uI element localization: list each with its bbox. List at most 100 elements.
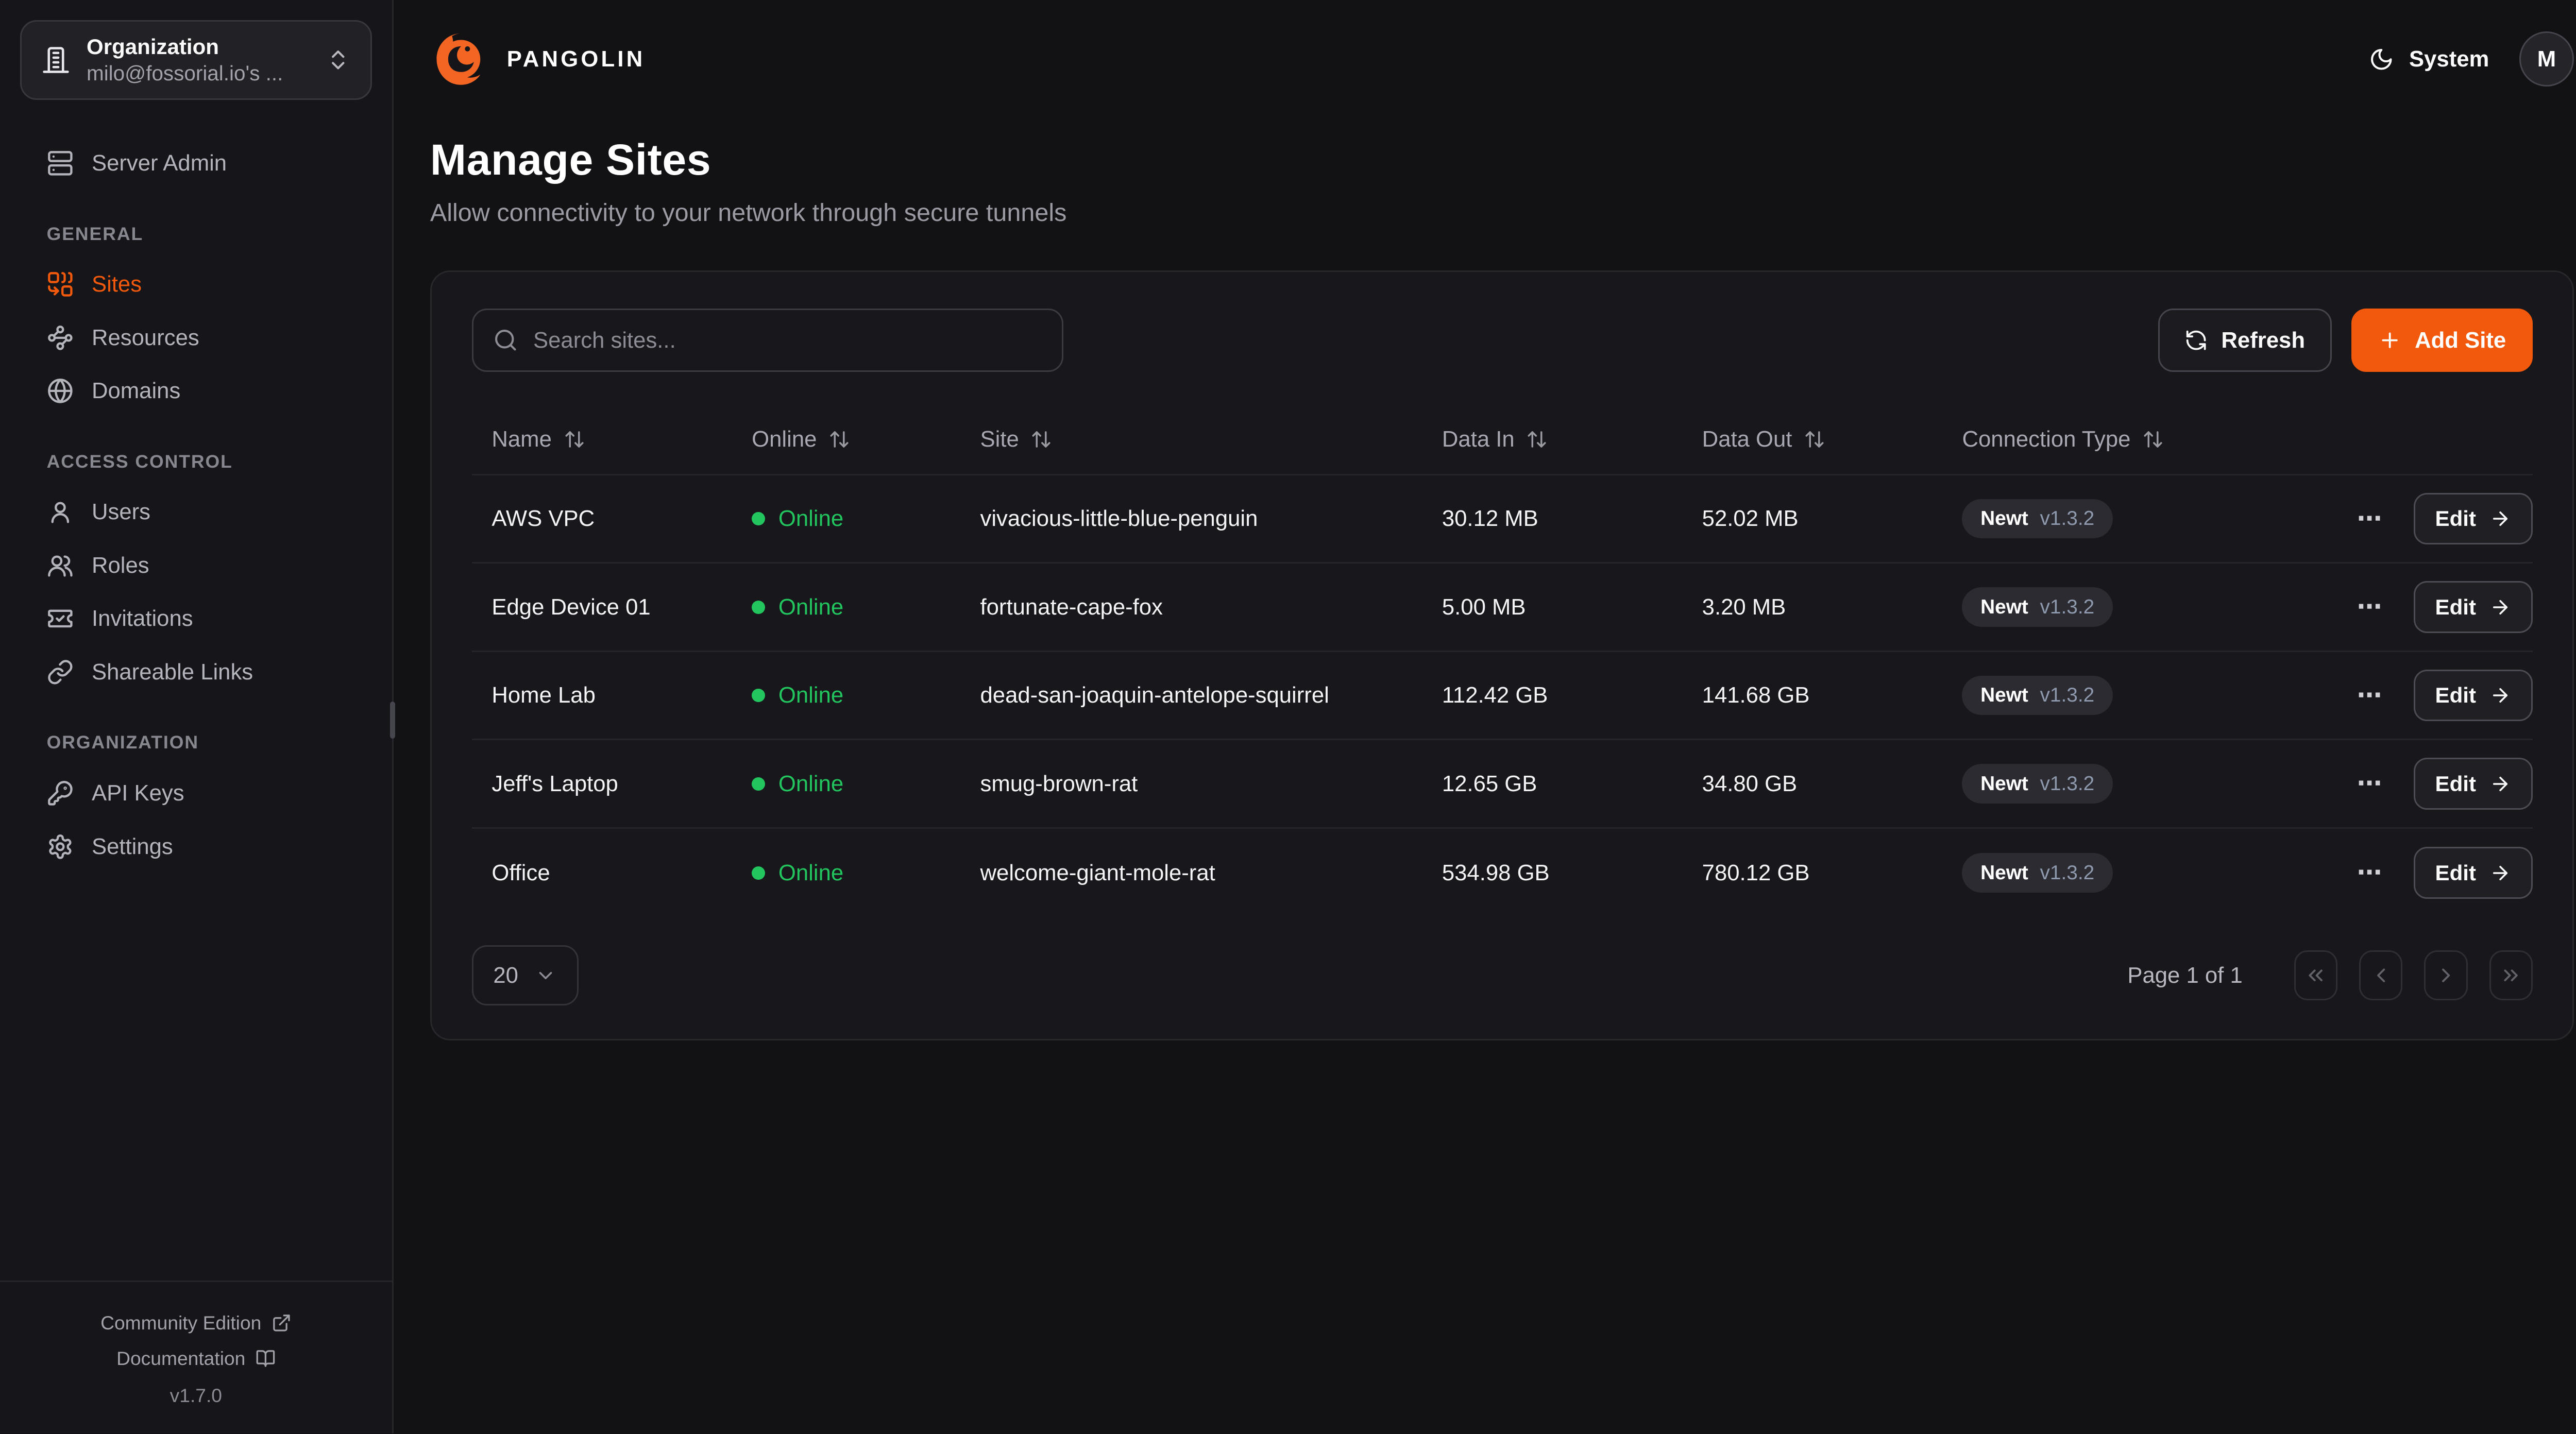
edit-button[interactable]: Edit <box>2413 581 2533 633</box>
globe-icon <box>47 379 73 403</box>
sites-table-card: Refresh Add Site Name Online Site Data I… <box>430 270 2574 1040</box>
sidebar-item-shareable-links[interactable]: Shareable Links <box>27 645 365 699</box>
edit-button[interactable]: Edit <box>2413 847 2533 899</box>
chevrons-right-icon <box>2504 969 2518 981</box>
connection-type-cell: Newt v1.3.2 <box>1942 499 2282 539</box>
sidebar-item-users[interactable]: Users <box>27 486 365 539</box>
refresh-button[interactable]: Refresh <box>2158 309 2332 372</box>
online-status-cell: Online <box>732 506 960 532</box>
arrow-right-icon <box>2493 511 2507 526</box>
book-open-icon <box>256 1350 275 1367</box>
arrow-right-icon <box>2493 600 2507 614</box>
row-menu-button[interactable]: ⋯ <box>2357 859 2384 887</box>
edit-button[interactable]: Edit <box>2413 492 2533 545</box>
table-row: Home Lab Online dead-san-joaquin-antelop… <box>471 652 2533 741</box>
sidebar-item-sites[interactable]: Sites <box>27 258 365 311</box>
column-header-connection-type[interactable]: Connection Type <box>1942 426 2282 452</box>
page-size-value: 20 <box>493 962 518 988</box>
main-content: PANGOLIN System M Manage Sites Allow con… <box>394 0 2576 1433</box>
sidebar-resize-handle[interactable] <box>390 702 396 739</box>
previous-page-button[interactable] <box>2359 950 2403 1001</box>
row-menu-button[interactable]: ⋯ <box>2357 593 2384 621</box>
table-body: AWS VPC Online vivacious-little-blue-pen… <box>471 475 2533 917</box>
sidebar-item-api-keys[interactable]: API Keys <box>27 766 365 820</box>
online-status-label: Online <box>778 506 844 532</box>
section-label-organization: ORGANIZATION <box>46 732 199 753</box>
edit-label: Edit <box>2435 683 2476 708</box>
sidebar-footer: Community Edition Documentation v1.7.0 <box>0 1280 392 1433</box>
connection-name: Newt <box>1980 507 2028 530</box>
site-slug-cell: vivacious-little-blue-penguin <box>980 506 1258 532</box>
edit-button[interactable]: Edit <box>2413 758 2533 810</box>
sidebar-item-roles[interactable]: Roles <box>27 539 365 592</box>
connection-version: v1.3.2 <box>2040 595 2095 618</box>
sort-icon <box>2144 431 2162 448</box>
online-status-cell: Online <box>732 860 960 886</box>
edit-label: Edit <box>2435 860 2476 885</box>
column-header-name[interactable]: Name <box>472 426 732 452</box>
table-header-row: Name Online Site Data In Data Out Connec… <box>471 405 2533 475</box>
table-row: Edge Device 01 Online fortunate-cape-fox… <box>471 564 2533 652</box>
community-edition-label: Community Edition <box>100 1312 262 1334</box>
sidebar-item-server-admin[interactable]: Server Admin <box>27 136 365 190</box>
connection-type-badge: Newt v1.3.2 <box>1962 764 2113 804</box>
theme-toggle-button[interactable]: System <box>2369 46 2489 72</box>
connection-type-cell: Newt v1.3.2 <box>1942 764 2282 804</box>
site-name-cell: Jeff's Laptop <box>492 771 618 796</box>
row-menu-button[interactable]: ⋯ <box>2357 681 2384 709</box>
next-page-button[interactable] <box>2424 950 2468 1001</box>
sidebar-item-invitations[interactable]: Invitations <box>27 592 365 646</box>
row-actions-cell: ⋯ Edit <box>2282 847 2533 899</box>
topbar: PANGOLIN System M <box>430 0 2574 90</box>
sidebar-item-label: Invitations <box>91 606 193 631</box>
sidebar-item-domains[interactable]: Domains <box>27 364 365 418</box>
column-header-data-in[interactable]: Data In <box>1422 426 1682 452</box>
data-out-cell: 34.80 GB <box>1702 771 1798 796</box>
chevrons-left-icon <box>2309 969 2323 981</box>
page-size-select[interactable]: 20 <box>471 945 579 1005</box>
row-actions-cell: ⋯ Edit <box>2282 581 2533 633</box>
column-header-data-out[interactable]: Data Out <box>1682 426 1942 452</box>
connection-name: Newt <box>1980 772 2028 795</box>
site-name-cell: Office <box>492 860 550 885</box>
arrow-right-icon <box>2493 865 2507 880</box>
avatar[interactable]: M <box>2519 31 2574 87</box>
row-menu-button[interactable]: ⋯ <box>2357 504 2384 533</box>
column-header-site[interactable]: Site <box>960 426 1422 452</box>
row-menu-button[interactable]: ⋯ <box>2357 770 2384 798</box>
chevron-right-icon <box>2442 968 2450 982</box>
online-status-cell: Online <box>732 594 960 620</box>
community-edition-link[interactable]: Community Edition <box>16 1305 375 1341</box>
refresh-label: Refresh <box>2221 327 2306 353</box>
sidebar-item-settings[interactable]: Settings <box>27 820 365 874</box>
data-in-cell: 12.65 GB <box>1442 771 1537 796</box>
online-status-label: Online <box>778 594 844 620</box>
sidebar-item-label: Settings <box>91 833 173 859</box>
edit-button[interactable]: Edit <box>2413 669 2533 722</box>
connection-version: v1.3.2 <box>2040 684 2095 707</box>
online-dot <box>752 600 766 614</box>
documentation-link[interactable]: Documentation <box>16 1341 375 1376</box>
chevron-left-icon <box>2377 968 2385 982</box>
building-icon <box>42 47 69 73</box>
data-out-cell: 3.20 MB <box>1702 594 1786 620</box>
first-page-button[interactable] <box>2294 950 2338 1001</box>
row-actions-cell: ⋯ Edit <box>2282 492 2533 545</box>
search-input[interactable] <box>533 327 1042 353</box>
org-selector-label: Organization <box>87 34 219 59</box>
column-header-online[interactable]: Online <box>732 426 960 452</box>
data-in-cell: 5.00 MB <box>1442 594 1526 620</box>
sidebar-item-label: Server Admin <box>91 150 227 176</box>
sort-icon <box>1032 431 1050 448</box>
sidebar-item-resources[interactable]: Resources <box>27 311 365 365</box>
add-site-button[interactable]: Add Site <box>2351 309 2533 372</box>
data-out-cell: 141.68 GB <box>1702 682 1810 708</box>
gear-icon <box>48 834 72 859</box>
last-page-button[interactable] <box>2489 950 2533 1001</box>
combine-icon <box>47 272 73 297</box>
section-label-general: GENERAL <box>46 223 144 244</box>
org-selector[interactable]: Organization milo@fossorial.io's ... <box>20 20 372 100</box>
documentation-label: Documentation <box>116 1347 246 1370</box>
connection-version: v1.3.2 <box>2040 861 2095 884</box>
